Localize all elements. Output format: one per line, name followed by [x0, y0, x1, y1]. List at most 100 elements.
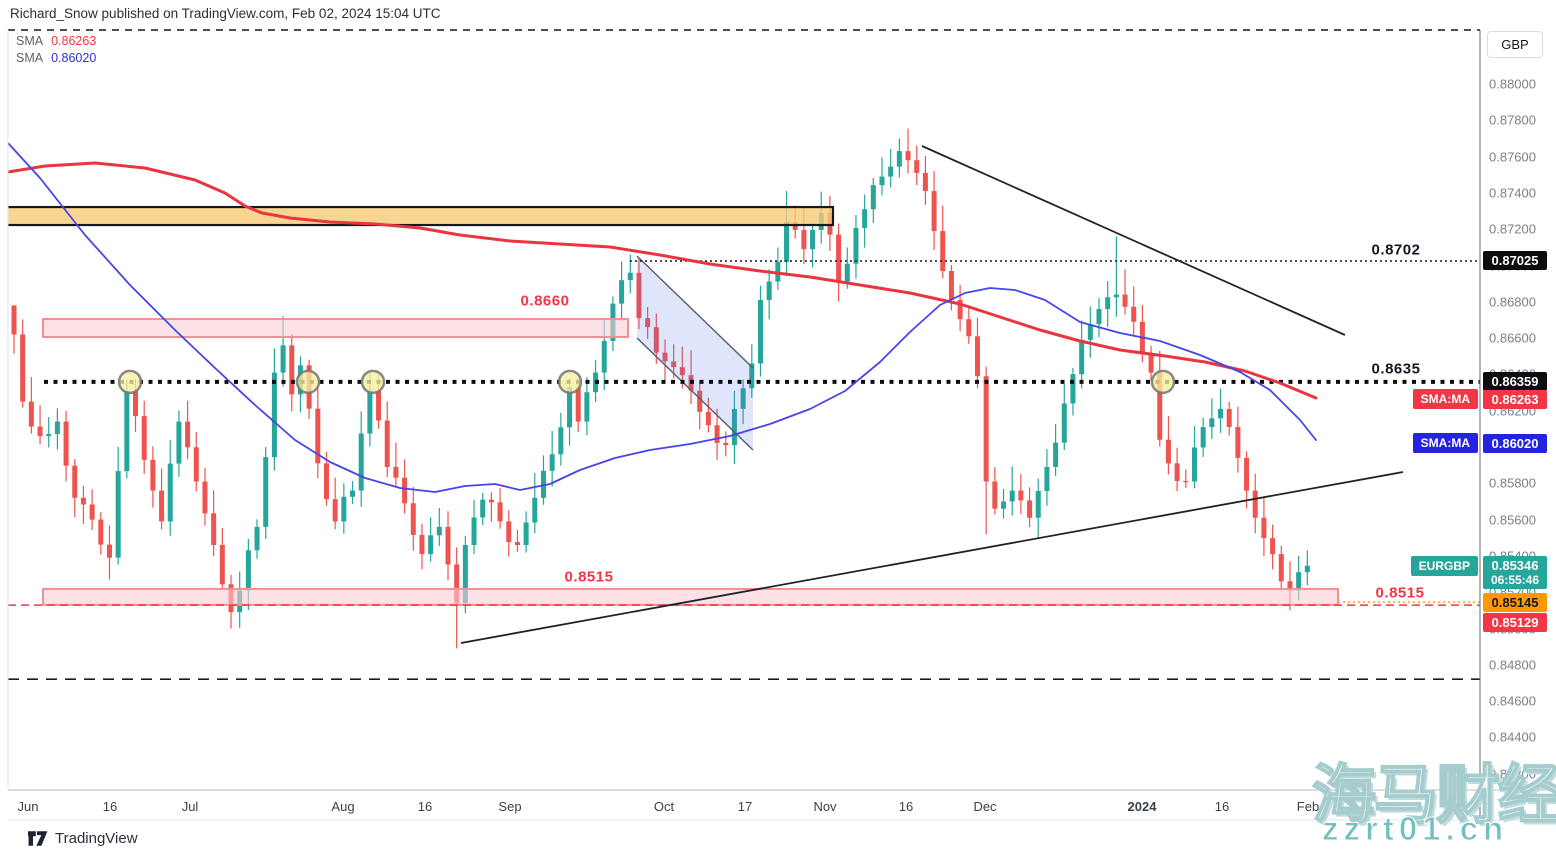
candle-body — [1157, 372, 1163, 440]
candle-body — [211, 513, 217, 546]
price-tick-0.85600: 0.85600 — [1489, 512, 1536, 528]
candle-body — [202, 481, 208, 514]
time-label-16: 16 — [417, 799, 433, 814]
candle-body — [1018, 490, 1024, 501]
descending-trendline[interactable] — [921, 145, 1346, 336]
candle-body — [662, 352, 668, 362]
candle-body — [480, 499, 486, 518]
candle-body — [844, 263, 850, 282]
time-label-Aug: Aug — [331, 799, 355, 814]
price-tick-0.85800: 0.85800 — [1489, 475, 1536, 491]
candle-body — [1035, 491, 1041, 518]
candle-body — [766, 281, 772, 300]
candle-body — [219, 545, 225, 585]
candle-body — [454, 564, 460, 604]
level-touch-marker[interactable] — [1150, 369, 1176, 395]
channel-upper-line[interactable] — [636, 255, 754, 369]
candle-body — [957, 299, 963, 320]
candle-body — [558, 427, 564, 455]
candle-body — [176, 421, 182, 464]
candle-body — [714, 425, 720, 443]
candle-body — [280, 345, 286, 373]
candle-body — [193, 447, 199, 482]
level-touch-marker[interactable] — [295, 369, 321, 395]
candle-body — [471, 517, 477, 546]
candle-body — [436, 526, 442, 536]
time-label-Sep: Sep — [498, 799, 522, 814]
candle-body — [1165, 439, 1171, 464]
channel-lower-line[interactable] — [636, 337, 754, 451]
candle-body — [757, 299, 763, 364]
bear-flag-channel[interactable] — [637, 256, 753, 450]
ascending-trendline[interactable] — [460, 471, 1404, 644]
chart-plot-area[interactable] — [4, 128, 1480, 680]
indicator-legend: SMA 0.86263 SMA 0.86020 — [16, 33, 96, 67]
candle-body — [540, 470, 546, 498]
time-label-2024: 2024 — [1127, 799, 1157, 814]
candle-body — [966, 319, 972, 337]
candle-body — [89, 504, 95, 520]
tradingview-logo[interactable]: TradingView — [28, 830, 138, 847]
candle-body — [462, 545, 468, 604]
candle-body — [1244, 457, 1250, 491]
resistance-zone-0.8725[interactable] — [4, 205, 835, 227]
price-annotation-0.8515: 0.8515 — [564, 568, 614, 586]
price-tick-0.88000: 0.88000 — [1489, 76, 1536, 92]
candle-body — [1278, 554, 1284, 582]
candle-body — [1235, 427, 1241, 458]
candle-body — [940, 231, 946, 272]
candle-body — [974, 336, 980, 377]
currency-button-gbp[interactable]: GBP — [1487, 31, 1543, 58]
level-touch-marker[interactable] — [117, 369, 143, 395]
candle-body — [402, 477, 408, 504]
candle-body — [1252, 490, 1258, 518]
candle-body — [419, 534, 425, 555]
candle-body — [341, 496, 347, 522]
candle-body — [567, 387, 573, 428]
level-touch-marker[interactable] — [360, 369, 386, 395]
candle-body — [636, 272, 642, 319]
candle-body — [428, 535, 434, 555]
candle-body — [263, 457, 269, 527]
candle-body — [54, 421, 60, 435]
supply-zone-0.8660[interactable] — [42, 318, 629, 339]
price-tick-0.87600: 0.87600 — [1489, 149, 1536, 165]
price-tick-0.84200: 0.84200 — [1489, 766, 1536, 782]
candle-body — [801, 229, 807, 250]
tradingview-logo-icon — [28, 831, 48, 846]
level-touch-marker[interactable] — [557, 369, 583, 395]
candle-body — [115, 471, 121, 558]
candle-body — [523, 522, 529, 546]
price-tick-0.86600: 0.86600 — [1489, 330, 1536, 346]
candle-body — [28, 401, 34, 427]
candle-body — [37, 426, 43, 437]
candle-body — [723, 442, 729, 446]
candle-body — [124, 390, 130, 472]
candle-body — [254, 526, 260, 551]
candle-body — [1122, 294, 1128, 307]
candle-body — [80, 497, 86, 505]
candle-body — [549, 454, 555, 471]
candle-body — [488, 499, 494, 503]
candle-body — [514, 542, 520, 546]
candle-body — [11, 305, 17, 335]
candle-body — [167, 463, 173, 522]
candle-body — [1200, 427, 1206, 448]
candle-body — [376, 390, 382, 421]
candle-body — [784, 221, 790, 262]
candle-body — [1296, 572, 1302, 591]
candle-body — [245, 550, 251, 591]
sma-red-line — [8, 161, 1318, 400]
candle-body — [289, 345, 295, 395]
candle-body — [1218, 408, 1224, 419]
candle-body — [992, 481, 998, 509]
candle-body — [645, 318, 651, 328]
candle-body — [922, 172, 928, 192]
candle-body — [1096, 309, 1102, 325]
price-tick-0.84800: 0.84800 — [1489, 657, 1536, 673]
candle-body — [1287, 581, 1293, 591]
support-zone-0.8515[interactable] — [42, 587, 1339, 606]
candle-body — [1087, 324, 1093, 340]
